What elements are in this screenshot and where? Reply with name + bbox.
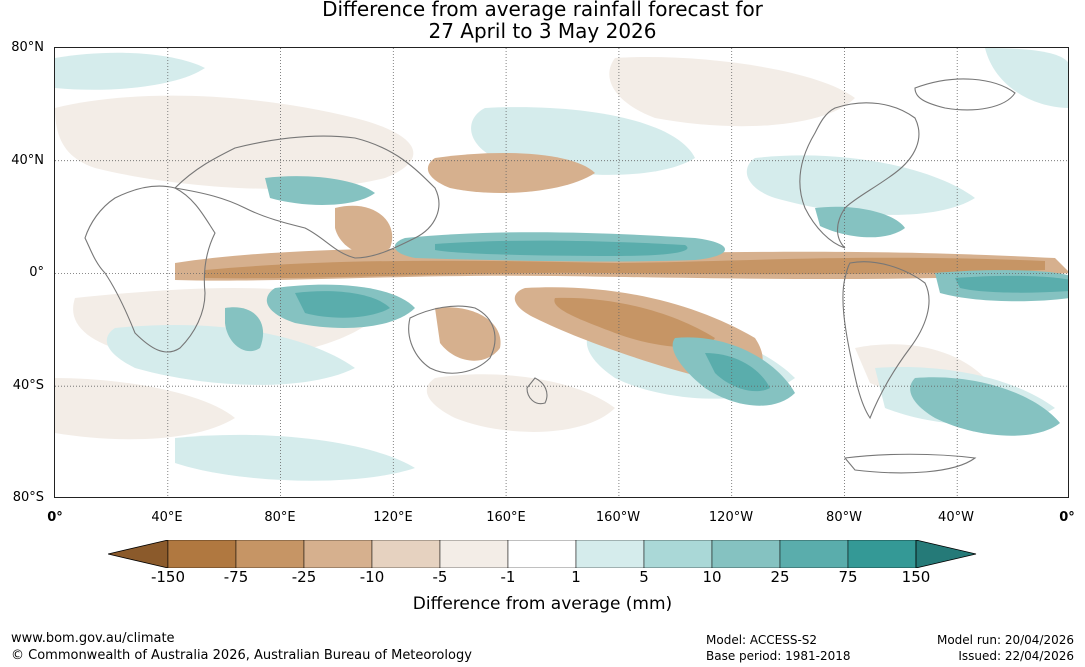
lat-label-0: 0° — [29, 265, 44, 280]
lon-label-80e: 80°E — [264, 510, 296, 525]
legend-extend-low — [108, 540, 169, 568]
legend-swatch-9 — [779, 540, 849, 568]
legend-tick-10: 75 — [838, 568, 858, 586]
lon-label-40e: 40°E — [151, 510, 183, 525]
lon-label-40w: 40°W — [938, 510, 974, 525]
lat-label-80n: 80°N — [11, 40, 44, 55]
footer-copyright: © Commonwealth of Australia 2026, Austra… — [11, 648, 472, 663]
lon-label-120w: 120°W — [708, 510, 754, 525]
legend-swatch-4 — [439, 540, 509, 568]
legend-tick-1: -75 — [223, 568, 249, 586]
footer-issued: Issued: 22/04/2026 — [958, 649, 1074, 663]
lon-label-120e: 120°E — [373, 510, 413, 525]
footer-model-run: Model run: 20/04/2026 — [936, 633, 1074, 647]
legend-tick-5: -1 — [500, 568, 516, 586]
lon-label-80w: 80°W — [826, 510, 862, 525]
lon-label-160e: 160°E — [486, 510, 526, 525]
lon-label-160w: 160°W — [595, 510, 641, 525]
legend-swatch-3 — [371, 540, 441, 568]
footer-url: www.bom.gov.au/climate — [11, 631, 175, 646]
legend-swatch-7 — [643, 540, 713, 568]
legend-tick-3: -10 — [359, 568, 385, 586]
legend-tick-11: 150 — [901, 568, 931, 586]
legend-title: Difference from average (mm) — [412, 594, 673, 614]
legend-tick-7: 5 — [639, 568, 649, 586]
legend-tick-0: -150 — [150, 568, 186, 586]
map-title-line-1: Difference from average rainfall forecas… — [322, 0, 763, 21]
legend-tick-9: 25 — [770, 568, 790, 586]
legend-tick-4: -5 — [432, 568, 448, 586]
lon-label-0-right: 0° — [1059, 510, 1075, 525]
legend-tick-6: 1 — [571, 568, 581, 586]
rainfall-anomaly-map — [54, 47, 1069, 498]
legend-swatch-2 — [303, 540, 373, 568]
lon-label-0-left: 0° — [47, 510, 63, 525]
legend-swatch-6 — [575, 540, 645, 568]
colorbar-legend — [108, 540, 977, 568]
map-title-line-2: 27 April to 3 May 2026 — [428, 19, 657, 43]
footer-model: Model: ACCESS-S2 — [706, 633, 818, 647]
legend-tick-2: -25 — [291, 568, 317, 586]
legend-swatch-5 — [507, 540, 577, 568]
legend-swatch-1 — [235, 540, 305, 568]
legend-swatch-8 — [711, 540, 781, 568]
legend-tick-8: 10 — [702, 568, 722, 586]
legend-swatch-0 — [167, 540, 237, 568]
legend-swatch-10 — [847, 540, 917, 568]
lat-label-40s: 40°S — [12, 378, 44, 393]
lat-label-80s: 80°S — [12, 490, 44, 505]
footer-base-period: Base period: 1981-2018 — [706, 649, 851, 663]
legend-extend-high — [915, 540, 977, 568]
lat-label-40n: 40°N — [11, 153, 44, 168]
